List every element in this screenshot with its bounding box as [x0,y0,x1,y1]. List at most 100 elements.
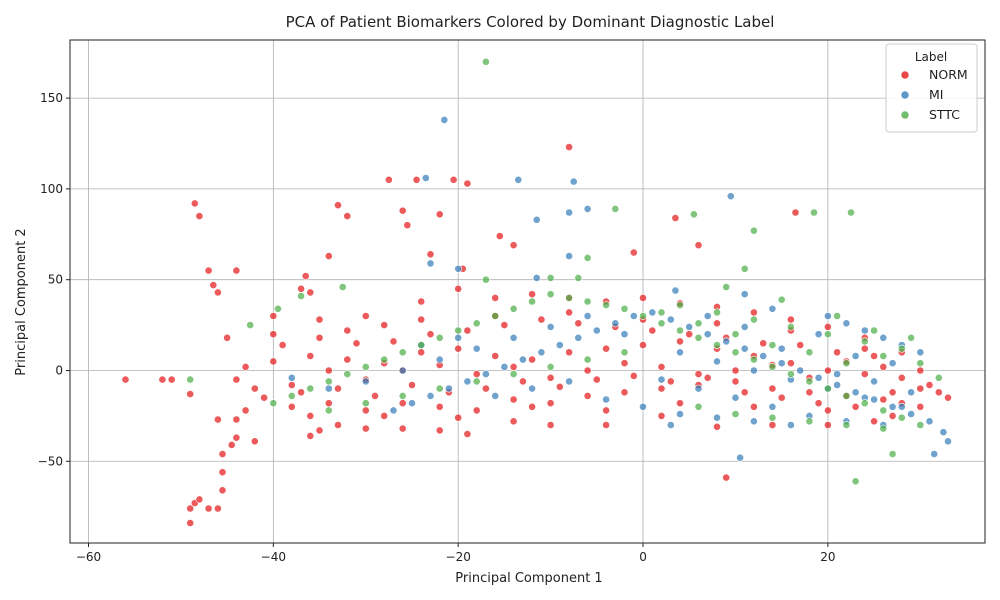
data-point [514,175,523,184]
data-point [204,504,213,513]
data-point [648,308,657,317]
data-point [352,339,361,348]
points-layer [121,57,952,527]
data-point [380,411,389,420]
data-point [569,177,578,186]
data-point [731,348,740,357]
data-point [879,362,888,371]
data-point [897,373,906,382]
data-point [685,330,694,339]
data-point [324,366,333,375]
data-point [389,337,398,346]
data-point [509,333,518,342]
data-point [814,330,823,339]
data-point [546,421,555,429]
x-tick-label: 0 [639,550,647,564]
data-point [879,395,888,404]
y-tick-label: −50 [38,454,63,468]
data-point [731,393,740,402]
data-point [722,337,731,346]
data-point [491,312,500,320]
data-point [851,388,860,397]
data-point [454,413,463,422]
legend: Label NORM MI STTC [885,43,978,133]
data-point [509,304,518,313]
data-point [274,304,282,313]
data-point [759,339,768,348]
data-point [713,422,721,431]
data-point [787,421,795,429]
data-point [481,370,490,378]
data-point [481,57,490,66]
data-point [824,366,832,375]
data-point [592,375,601,384]
x-tick-label: 20 [820,550,835,564]
data-point [888,450,897,458]
data-point [860,399,869,408]
data-point [463,179,472,188]
data-point [602,406,610,415]
data-point [860,370,869,378]
data-point [666,377,675,386]
legend-marker-norm [900,70,910,80]
data-point [833,370,841,378]
data-point [907,388,915,397]
data-point [186,504,195,513]
data-point [676,410,684,418]
data-point [426,330,435,339]
data-point [676,301,684,309]
data-point [574,333,583,342]
series-mi [287,116,952,462]
data-point [306,431,315,440]
data-point [620,348,629,357]
data-point [842,391,851,400]
data-point [930,450,939,458]
data-point [842,421,851,429]
data-point [361,424,370,433]
data-point [297,284,305,293]
data-point [417,348,426,357]
data-point [810,208,818,217]
data-point [546,322,555,331]
data-point [916,421,925,429]
data-point [213,288,222,297]
data-point [602,344,610,353]
data-point [509,417,518,426]
data-point [403,221,412,230]
data-point [209,281,218,289]
data-point [694,370,703,378]
data-point [269,357,278,366]
data-point [740,344,749,353]
data-point [888,402,897,411]
data-point [824,421,832,429]
data-point [777,393,786,402]
data-point [287,391,296,400]
data-point [768,304,777,313]
data-point [611,204,620,213]
data-point [916,402,925,411]
data-point [324,384,333,393]
data-point [528,402,536,411]
data-point [824,384,832,393]
data-point [722,473,731,482]
data-point [713,357,721,366]
data-point [565,143,573,151]
legend-marker-mi [900,90,910,100]
y-tick-label: 0 [55,363,63,377]
data-point [648,326,657,335]
data-point [847,208,855,217]
data-point [777,295,786,304]
data-point [343,326,352,335]
data-point [546,362,555,371]
data-point [481,384,490,393]
data-point [218,486,227,495]
data-point [398,206,407,215]
data-point [888,411,897,420]
data-point [463,430,472,438]
data-point [519,355,527,364]
data-point [306,411,315,420]
data-point [495,232,504,240]
data-point [768,421,777,429]
data-point [676,348,684,357]
